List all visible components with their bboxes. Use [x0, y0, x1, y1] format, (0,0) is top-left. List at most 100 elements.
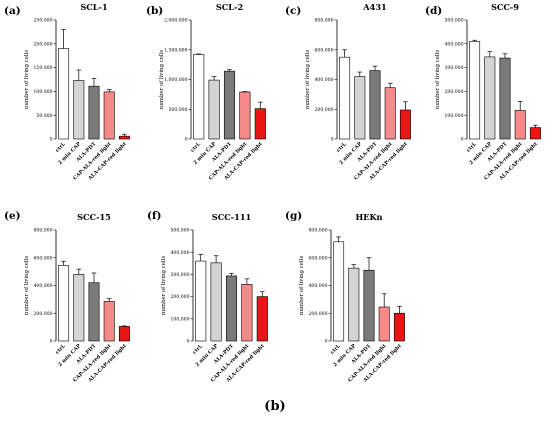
chart-panel-1: (a) SCL-1 0 50,000 100,000 150,000 200,000 250,…: [4, 2, 130, 182]
y-tick-label: 0: [331, 137, 334, 143]
bar-3: [363, 269, 375, 342]
chart-title: A431: [362, 2, 386, 12]
y-tick-label: 0: [461, 137, 464, 143]
chart-panel-4: (d) SCC-9 0 100,000 200,000 300,000 400,000 500…: [425, 2, 541, 182]
chart-title: SCL-2: [216, 2, 243, 12]
y-axis-title: number of living cells: [161, 256, 167, 315]
y-tick-label: 2,000,000: [164, 18, 187, 24]
chart-panel-7: (g) HEKn 0 200,000 400,000 600,000 800,000 numb…: [285, 210, 405, 384]
y-tick-label: 1,000,000: [164, 77, 187, 83]
y-tick-label: 400,000: [171, 250, 190, 256]
bar-2: [484, 56, 496, 140]
bar-1: [469, 41, 481, 140]
bar-2: [73, 274, 85, 342]
bar-3: [88, 282, 100, 342]
y-tick-label: 200,000: [309, 311, 328, 317]
panel-letter: (e): [4, 210, 21, 222]
chart-panel-2: (b) SCL-2 0 500,000 1,000,000 1,500,000 2,000,…: [146, 2, 266, 182]
bar-5: [118, 135, 130, 140]
bar-4: [241, 284, 253, 342]
y-axis-title: number of living cells: [435, 50, 441, 109]
bar-5: [254, 108, 266, 140]
category-label: ctrl.: [55, 343, 68, 356]
chart-title: SCC-111: [212, 212, 251, 222]
category-label: ctrl.: [192, 343, 205, 356]
y-tick-label: 500,000: [445, 18, 464, 24]
y-tick-label: 0: [50, 137, 53, 143]
panel-letter: (f): [147, 210, 161, 222]
y-tick-label: 0: [325, 339, 328, 345]
y-tick-label: 500,000: [171, 228, 190, 234]
y-tick-label: 200,000: [445, 89, 464, 95]
y-tick-label: 300,000: [171, 272, 190, 278]
y-tick-label: 0: [185, 137, 188, 143]
panel-letter: (g): [285, 210, 302, 222]
y-axis-title: number of living cells: [24, 50, 30, 109]
y-tick-label: 250,000: [34, 18, 53, 24]
bar-5: [393, 312, 405, 342]
panel-letter: (d): [425, 5, 442, 17]
bar-4: [103, 91, 115, 140]
y-tick-label: 400,000: [315, 77, 334, 83]
y-tick-label: 50,000: [36, 113, 52, 119]
y-tick-label: 500,000: [169, 107, 188, 113]
category-label: ctrl.: [466, 141, 479, 154]
bar-2: [348, 267, 360, 342]
bar-4: [378, 306, 390, 342]
y-tick-label: 150,000: [34, 65, 53, 71]
bar-1: [58, 48, 70, 140]
y-tick-label: 0: [50, 339, 53, 345]
category-label: ctrl.: [330, 343, 343, 356]
y-axis-title: number of living cells: [299, 256, 305, 315]
y-tick-label: 200,000: [34, 41, 53, 47]
bar-4: [239, 91, 251, 140]
y-tick-label: 100,000: [445, 113, 464, 119]
category-label: ctrl.: [336, 141, 349, 154]
bar-4: [103, 301, 115, 342]
y-tick-label: 600,000: [309, 255, 328, 261]
bar-5: [256, 296, 268, 342]
y-tick-label: 200,000: [34, 311, 53, 317]
bar-1: [58, 265, 70, 342]
y-tick-label: 800,000: [309, 228, 328, 234]
y-tick-label: 400,000: [34, 283, 53, 289]
y-axis-title: number of living cells: [159, 50, 165, 109]
panel-letter: (b): [146, 5, 163, 17]
bar-1: [333, 241, 345, 342]
bar-3: [223, 70, 236, 140]
bar-4: [384, 87, 396, 140]
y-tick-label: 100,000: [34, 89, 53, 95]
panel-letter: (c): [285, 5, 301, 17]
bar-3: [88, 85, 100, 140]
y-tick-label: 600,000: [315, 47, 334, 53]
y-tick-label: 1,500,000: [164, 47, 187, 53]
bar-2: [73, 80, 85, 140]
bar-5: [529, 127, 541, 140]
bar-1: [193, 54, 205, 140]
chart-panel-5: (e) SCC-15 0 200,000 400,000 600,000 800,000 nu…: [4, 210, 130, 384]
bar-2: [210, 262, 222, 342]
bar-1: [339, 56, 351, 140]
category-label: ctrl.: [55, 141, 68, 154]
y-tick-label: 400,000: [309, 283, 328, 289]
bar-5: [118, 326, 130, 342]
chart-panel-6: (f) SCC-111 0 100,000 200,000 300,000 400,000 5…: [147, 210, 268, 384]
chart-panel-3: (c) A431 0 200,000 400,000 600,000 800,000 numb…: [285, 2, 411, 182]
bar-2: [208, 79, 220, 140]
y-tick-label: 200,000: [315, 107, 334, 113]
bar-3: [225, 275, 238, 342]
y-tick-label: 800,000: [34, 228, 53, 234]
chart-title: SCC-9: [491, 2, 519, 12]
y-axis-title: number of living cells: [24, 256, 30, 315]
bar-3: [369, 70, 381, 140]
bar-3: [499, 57, 511, 140]
y-tick-label: 300,000: [445, 65, 464, 71]
y-tick-label: 100,000: [171, 316, 190, 322]
y-tick-label: 400,000: [445, 41, 464, 47]
y-tick-label: 600,000: [34, 255, 53, 261]
chart-title: HEKn: [355, 212, 382, 222]
category-label: ctrl.: [190, 141, 203, 154]
figure-caption: (b): [264, 399, 286, 414]
y-tick-label: 200,000: [171, 294, 190, 300]
